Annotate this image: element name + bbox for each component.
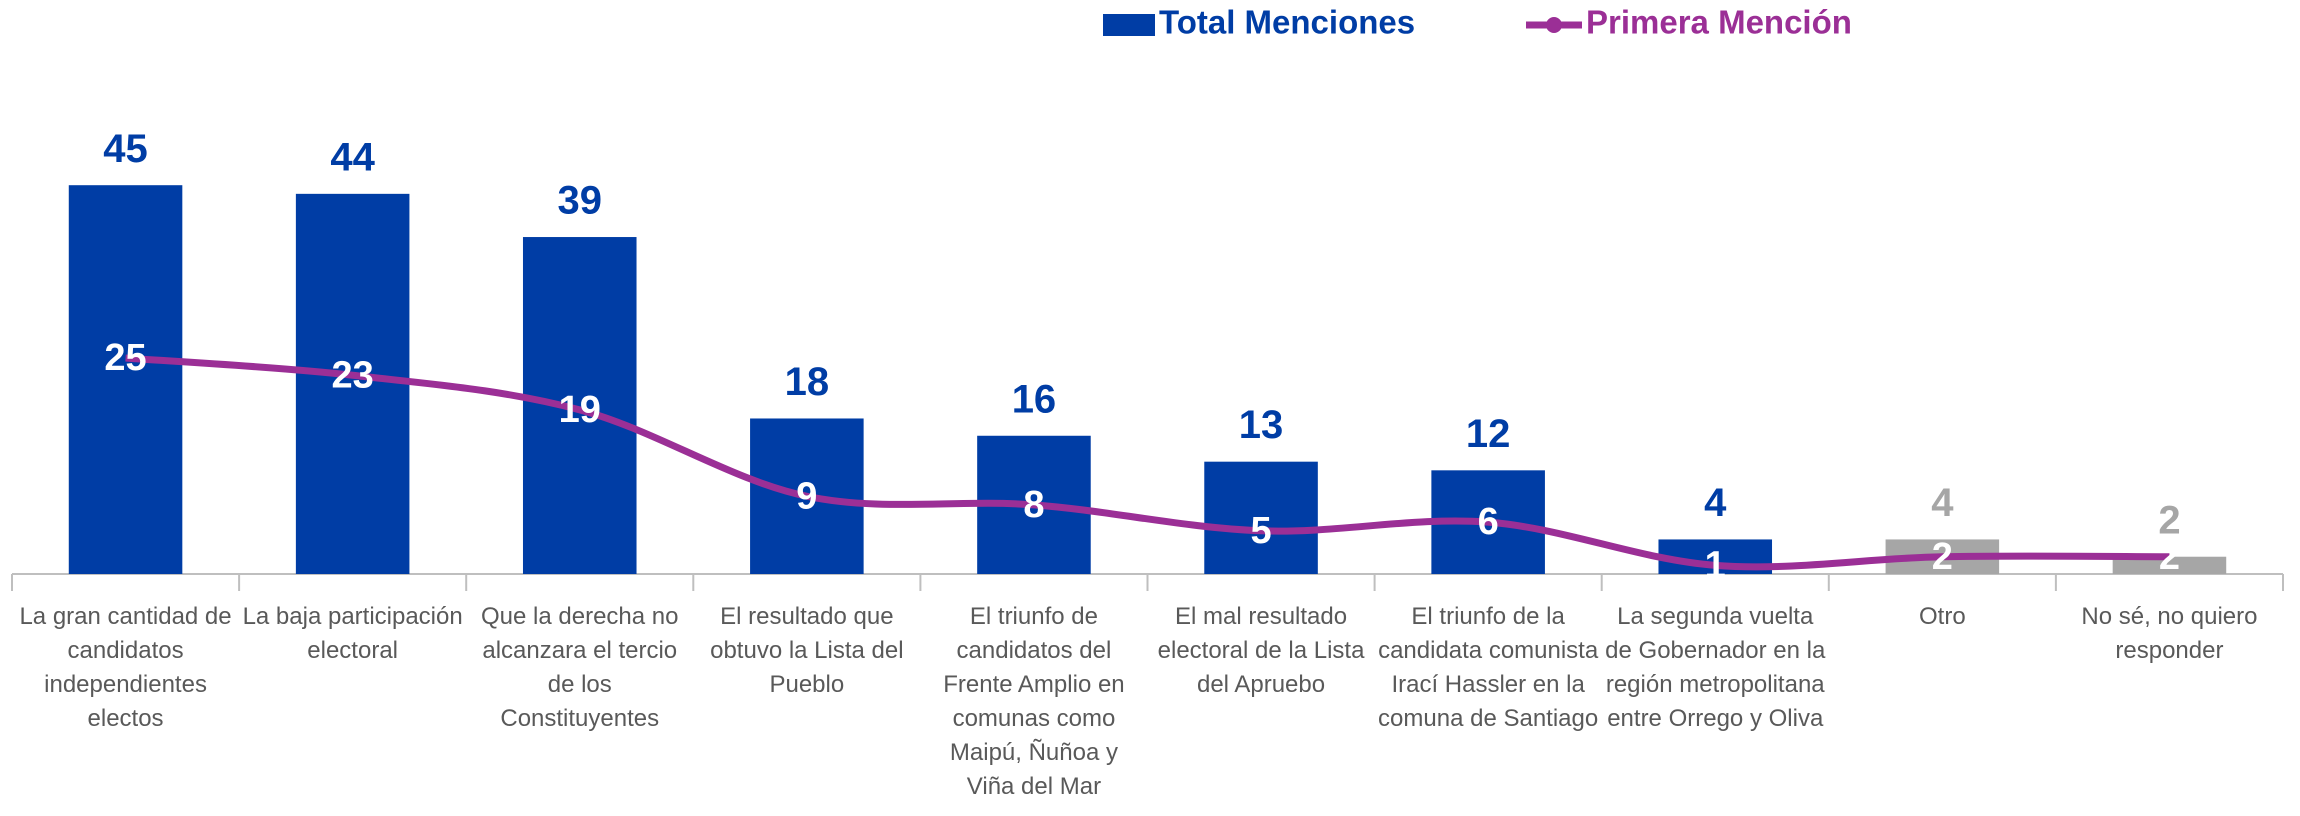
x-tick-label: El triunfo de candidatos del Frente Ampl… [943,603,1125,800]
x-tick-label: Que la derecha no alcanzara el tercio de… [481,603,679,732]
x-tick-label: La segunda vuelta de Gobernador en la re… [1605,603,1826,732]
legend-marker [1546,17,1562,33]
bar-value-label: 44 [330,135,375,179]
line-value-label: 2 [1932,536,1953,578]
bar-value-label: 12 [1466,412,1511,456]
line-value-label: 5 [1250,510,1271,552]
line [125,354,2170,571]
legend-swatch [1103,14,1155,36]
line-value-label: 9 [796,475,817,517]
x-tick-label: La gran cantidad de candidatos independi… [19,603,232,732]
bar-value-label: 18 [785,360,830,404]
bar-value-label: 4 [1931,481,1954,525]
x-tick-label: No sé, no quiero responder [2081,603,2258,664]
bar [295,193,410,574]
line-value-label: 23 [332,354,374,396]
line-value-label: 2 [2159,536,2180,578]
legend-label: Total Menciones [1159,4,1415,41]
x-tick-label: El triunfo de la candidata comunista Ira… [1378,603,1599,732]
bar [2112,556,2227,574]
x-tick-label: El mal resultado electoral de la Lista d… [1157,603,1365,698]
legend-label: Primera Mención [1586,4,1852,41]
line-value-label: 6 [1478,501,1499,543]
x-tick-label: Otro [1919,603,1966,630]
bar [522,237,637,575]
bar-value-label: 4 [1704,481,1727,525]
bar [68,185,183,574]
x-tick-label: El resultado que obtuvo la Lista del Pue… [710,603,904,698]
line-value-label: 8 [1023,484,1044,526]
bar [1204,461,1318,574]
x-tick-label: La baja participación electoral [242,603,463,664]
bar-value-label: 13 [1239,403,1284,447]
line-value-label: 25 [104,337,146,379]
bar-value-label: 16 [1012,377,1057,421]
bar-value-label: 2 [2158,498,2180,542]
bar-value-label: 39 [558,179,603,223]
line-value-label: 19 [559,389,601,431]
line-value-label: 1 [1705,544,1726,586]
bar-value-label: 45 [103,127,148,171]
